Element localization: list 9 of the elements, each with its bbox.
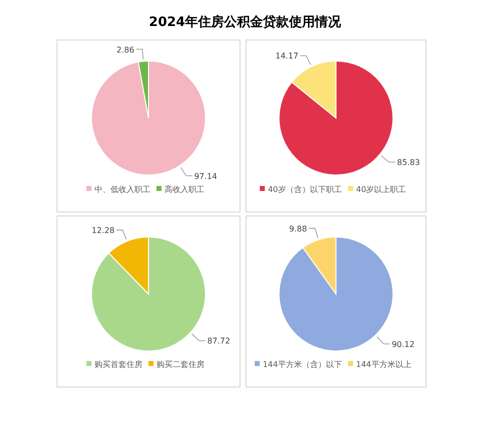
- legend-label: 40岁（含）以下职工: [268, 185, 342, 194]
- legend-label: 40岁以上职工: [356, 185, 406, 194]
- legend-label: 购买二套住房: [156, 360, 204, 369]
- legend-label: 高收入职工: [164, 185, 204, 194]
- legend-label: 144平方米以上: [356, 360, 412, 369]
- legend-label: 144平方米（含）以下: [262, 360, 342, 369]
- title: 2024年住房公积金贷款使用情况: [148, 15, 342, 30]
- legend-label: 中、低收入职工: [94, 185, 150, 194]
- legend-label: 购买首套住房: [94, 360, 142, 369]
